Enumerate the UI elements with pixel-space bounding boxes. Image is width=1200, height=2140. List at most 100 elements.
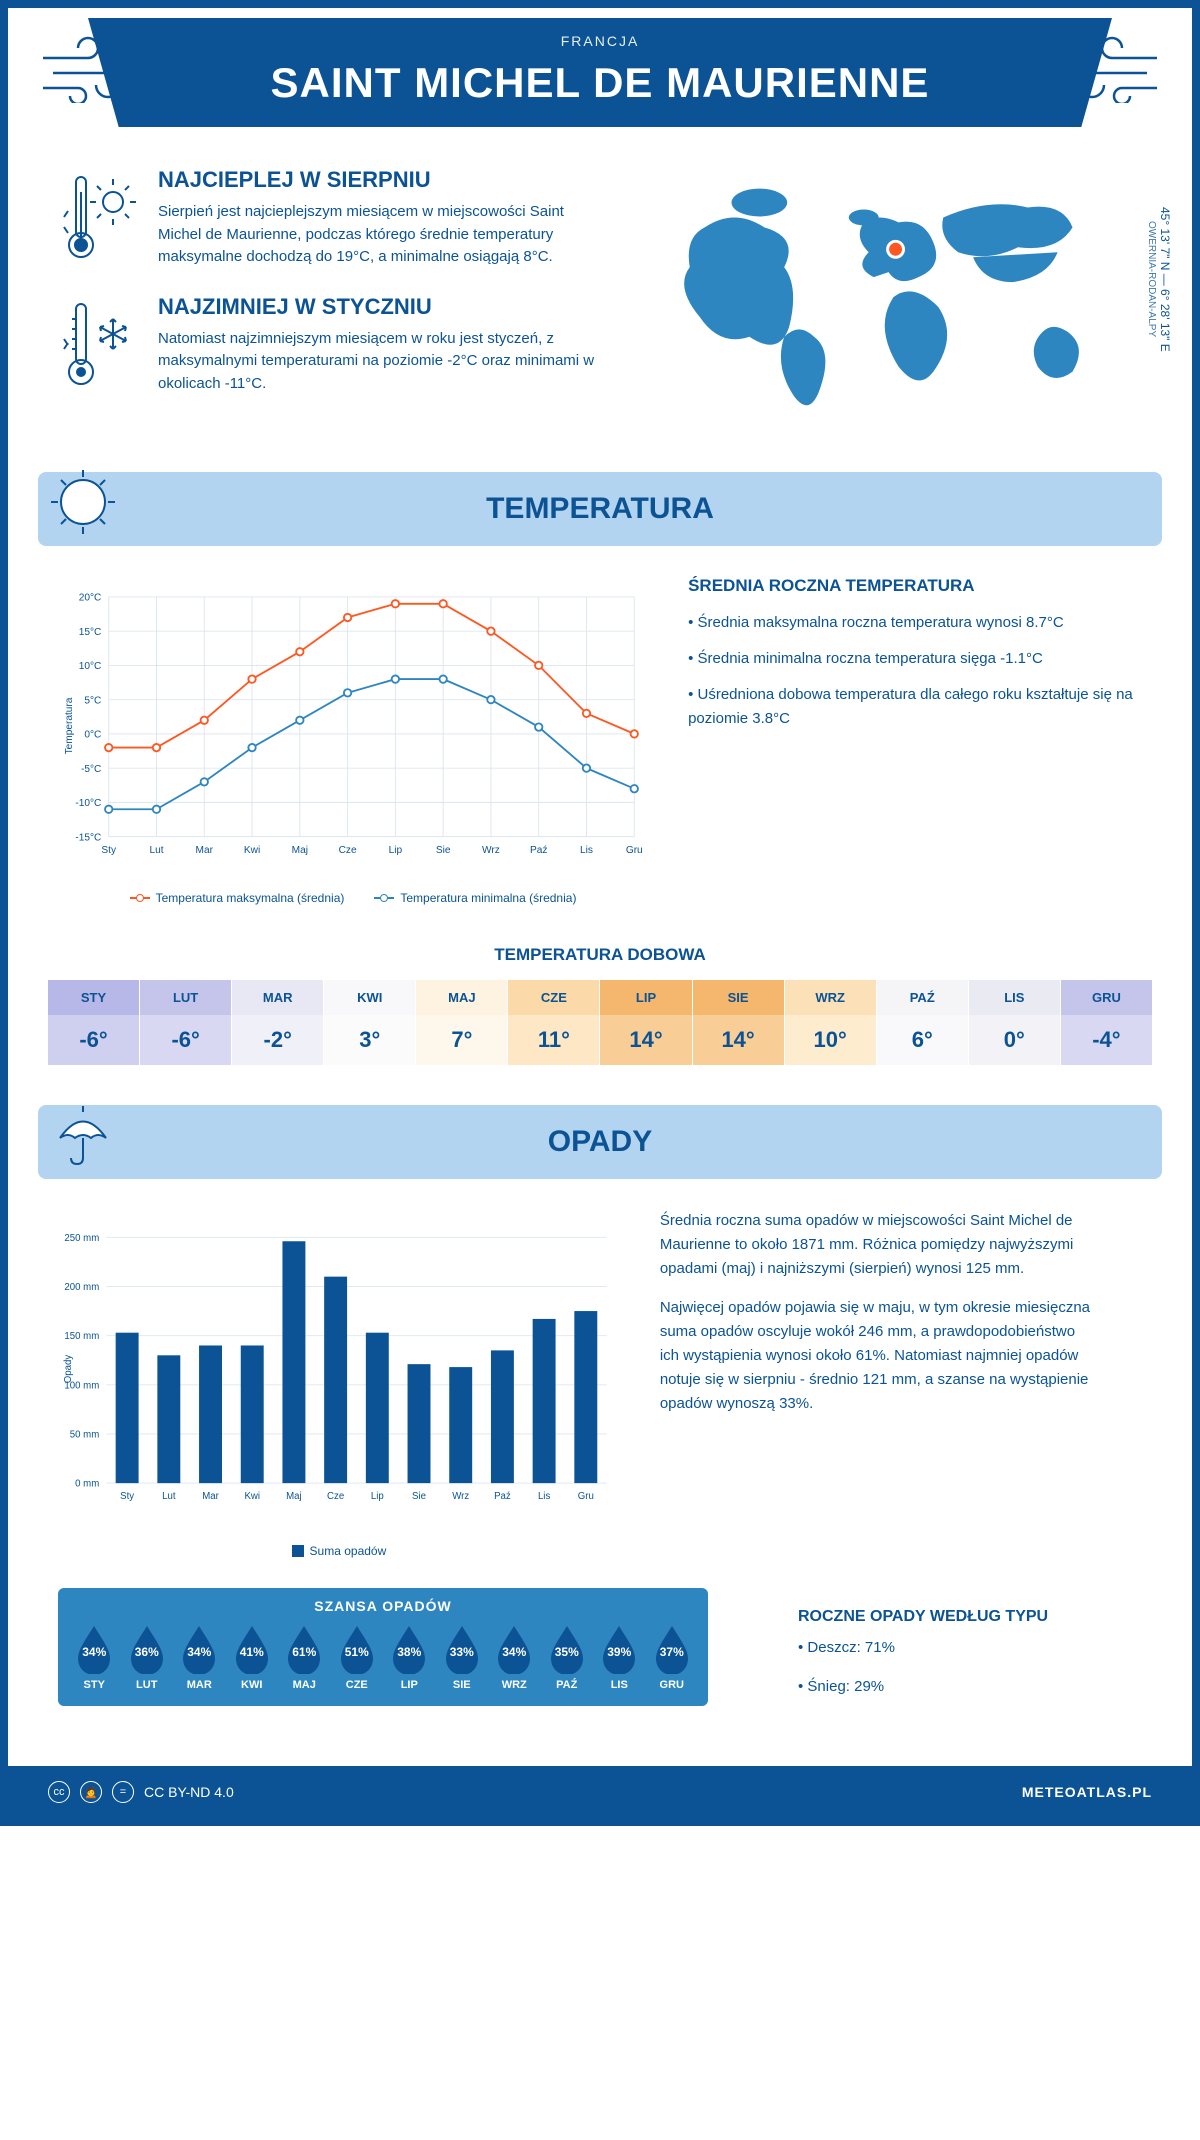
temperature-chart-row: -15°C-10°C-5°C0°C5°C10°C15°C20°CStyLutMa… xyxy=(8,576,1192,935)
chance-cell: 34% WRZ xyxy=(488,1624,541,1691)
svg-text:Mar: Mar xyxy=(202,1491,219,1502)
svg-text:Mar: Mar xyxy=(196,845,214,856)
temp-cell: PAŹ 6° xyxy=(877,980,969,1065)
svg-text:Wrz: Wrz xyxy=(482,845,500,856)
temp-cell: MAR -2° xyxy=(232,980,324,1065)
nd-icon: = xyxy=(112,1781,134,1803)
precipitation-summary: Średnia roczna suma opadów w miejscowośc… xyxy=(660,1209,1142,1558)
temp-bullet-0: • Średnia maksymalna roczna temperatura … xyxy=(688,611,1142,635)
svg-text:Lis: Lis xyxy=(580,845,593,856)
temp-legend: .legend-swatch[style*="ff5722"]::after{b… xyxy=(58,891,648,905)
header-banner: SAINT MICHEL DE MAURIENNE FRANCJA xyxy=(88,18,1112,127)
temp-cell: LUT -6° xyxy=(140,980,232,1065)
intro-facts: NAJCIEPLEJ W SIERPNIU Sierpień jest najc… xyxy=(58,167,605,432)
daily-temp-table: STY -6° LUT -6° MAR -2° KWI 3° MAJ 7° CZ… xyxy=(48,980,1152,1065)
by-type-1: • Śnieg: 29% xyxy=(798,1675,1048,1699)
chance-title: SZANSA OPADÓW xyxy=(58,1588,708,1619)
svg-text:Gru: Gru xyxy=(626,845,643,856)
coords-region: OWERNIA-RODAN-ALPY xyxy=(1146,221,1157,337)
svg-text:Lis: Lis xyxy=(538,1491,551,1502)
chance-cell: 36% LUT xyxy=(121,1624,174,1691)
svg-text:50 mm: 50 mm xyxy=(70,1429,99,1440)
svg-text:Temperatura: Temperatura xyxy=(64,697,75,754)
temp-cell: STY -6° xyxy=(48,980,140,1065)
chance-cell: 38% LIP xyxy=(383,1624,436,1691)
license-text: CC BY-ND 4.0 xyxy=(144,1784,234,1800)
temp-side-title: ŚREDNIA ROCZNA TEMPERATURA xyxy=(688,576,1142,596)
svg-text:Sty: Sty xyxy=(101,845,117,856)
svg-text:10°C: 10°C xyxy=(79,661,102,672)
temp-cell: LIS 0° xyxy=(969,980,1061,1065)
fact-coldest: NAJZIMNIEJ W STYCZNIU Natomiast najzimni… xyxy=(58,294,605,396)
temperature-heading: TEMPERATURA xyxy=(38,472,1162,546)
precip-text-2: Najwięcej opadów pojawia się w maju, w t… xyxy=(660,1296,1092,1416)
svg-text:Maj: Maj xyxy=(286,1491,302,1502)
coordinates: 45° 13' 7" N — 6° 28' 13" E OWERNIA-RODA… xyxy=(1144,207,1172,352)
fact-cold-title: NAJZIMNIEJ W STYCZNIU xyxy=(158,294,605,320)
chance-cell: 41% KWI xyxy=(226,1624,279,1691)
svg-text:Sie: Sie xyxy=(436,845,451,856)
temperature-line-chart: -15°C-10°C-5°C0°C5°C10°C15°C20°CStyLutMa… xyxy=(58,576,648,905)
svg-text:Lip: Lip xyxy=(371,1491,384,1502)
world-map: 45° 13' 7" N — 6° 28' 13" E OWERNIA-RODA… xyxy=(645,167,1142,432)
svg-text:Kwi: Kwi xyxy=(244,845,260,856)
footer-license: cc 🙍 = CC BY-ND 4.0 xyxy=(48,1781,234,1803)
cc-icon: cc xyxy=(48,1781,70,1803)
svg-text:-5°C: -5°C xyxy=(81,764,101,775)
page-title: SAINT MICHEL DE MAURIENNE xyxy=(88,59,1112,107)
svg-text:Cze: Cze xyxy=(327,1491,344,1502)
infographic-frame: SAINT MICHEL DE MAURIENNE FRANCJA NAJCIE… xyxy=(0,0,1200,1826)
svg-text:20°C: 20°C xyxy=(79,593,102,604)
temp-cell: GRU -4° xyxy=(1061,980,1152,1065)
temp-cell: CZE 11° xyxy=(508,980,600,1065)
by-type-title: ROCZNE OPADY WEDŁUG TYPU xyxy=(798,1608,1048,1626)
chance-cell: 34% STY xyxy=(68,1624,121,1691)
fact-hot-title: NAJCIEPLEJ W SIERPNIU xyxy=(158,167,605,193)
footer: cc 🙍 = CC BY-ND 4.0 METEOATLAS.PL xyxy=(8,1766,1192,1818)
fact-hot-text: Sierpień jest najcieplejszym miesiącem w… xyxy=(158,201,605,269)
svg-text:Paź: Paź xyxy=(494,1491,511,1502)
svg-text:Gru: Gru xyxy=(578,1491,594,1502)
precipitation-bar-chart: 0 mm50 mm100 mm150 mm200 mm250 mmOpadySt… xyxy=(58,1209,620,1558)
temp-bullet-1: • Średnia minimalna roczna temperatura s… xyxy=(688,647,1142,671)
precipitation-heading: OPADY xyxy=(38,1105,1162,1179)
svg-text:Lut: Lut xyxy=(162,1491,176,1502)
temp-cell: MAJ 7° xyxy=(416,980,508,1065)
page-subtitle: FRANCJA xyxy=(88,33,1112,49)
fact-cold-text: Natomiast najzimniejszym miesiącem w rok… xyxy=(158,328,605,396)
chance-cell: 34% MAR xyxy=(173,1624,226,1691)
footer-site: METEOATLAS.PL xyxy=(1022,1784,1152,1800)
svg-text:Maj: Maj xyxy=(292,845,308,856)
svg-text:15°C: 15°C xyxy=(79,627,102,638)
by-type-0: • Deszcz: 71% xyxy=(798,1636,1048,1660)
precip-legend: Suma opadów xyxy=(58,1544,620,1558)
by-icon: 🙍 xyxy=(80,1781,102,1803)
chance-cell: 35% PAŹ xyxy=(541,1624,594,1691)
temp-cell: KWI 3° xyxy=(324,980,416,1065)
svg-text:Lip: Lip xyxy=(389,845,403,856)
temp-cell: SIE 14° xyxy=(693,980,785,1065)
temperature-summary: ŚREDNIA ROCZNA TEMPERATURA • Średnia mak… xyxy=(688,576,1142,905)
svg-text:-15°C: -15°C xyxy=(75,832,101,843)
svg-text:Sty: Sty xyxy=(120,1491,134,1502)
coords-value: 45° 13' 7" N — 6° 28' 13" E xyxy=(1158,207,1172,352)
svg-text:Wrz: Wrz xyxy=(452,1491,469,1502)
intro-section: NAJCIEPLEJ W SIERPNIU Sierpień jest najc… xyxy=(8,157,1192,462)
thermometer-snow-icon xyxy=(58,294,138,394)
svg-text:250 mm: 250 mm xyxy=(64,1233,99,1244)
svg-text:Paź: Paź xyxy=(530,845,547,856)
precipitation-by-type: ROCZNE OPADY WEDŁUG TYPU • Deszcz: 71% •… xyxy=(798,1588,1098,1714)
svg-text:0 mm: 0 mm xyxy=(75,1479,99,1490)
fact-hottest: NAJCIEPLEJ W SIERPNIU Sierpień jest najc… xyxy=(58,167,605,269)
svg-text:Opady: Opady xyxy=(63,1355,74,1384)
chance-cell: 37% GRU xyxy=(646,1624,699,1691)
svg-text:5°C: 5°C xyxy=(84,695,101,706)
svg-text:Cze: Cze xyxy=(339,845,357,856)
svg-text:150 mm: 150 mm xyxy=(64,1331,99,1342)
precipitation-chance-box: SZANSA OPADÓW 34% STY 36% LUT 34% MAR 41… xyxy=(58,1588,708,1706)
precipitation-chart-row: 0 mm50 mm100 mm150 mm200 mm250 mmOpadySt… xyxy=(8,1209,1192,1588)
sun-icon xyxy=(48,467,118,537)
temp-bullet-2: • Uśredniona dobowa temperatura dla całe… xyxy=(688,683,1142,731)
chance-cell: 39% LIS xyxy=(593,1624,646,1691)
svg-text:200 mm: 200 mm xyxy=(64,1282,99,1293)
